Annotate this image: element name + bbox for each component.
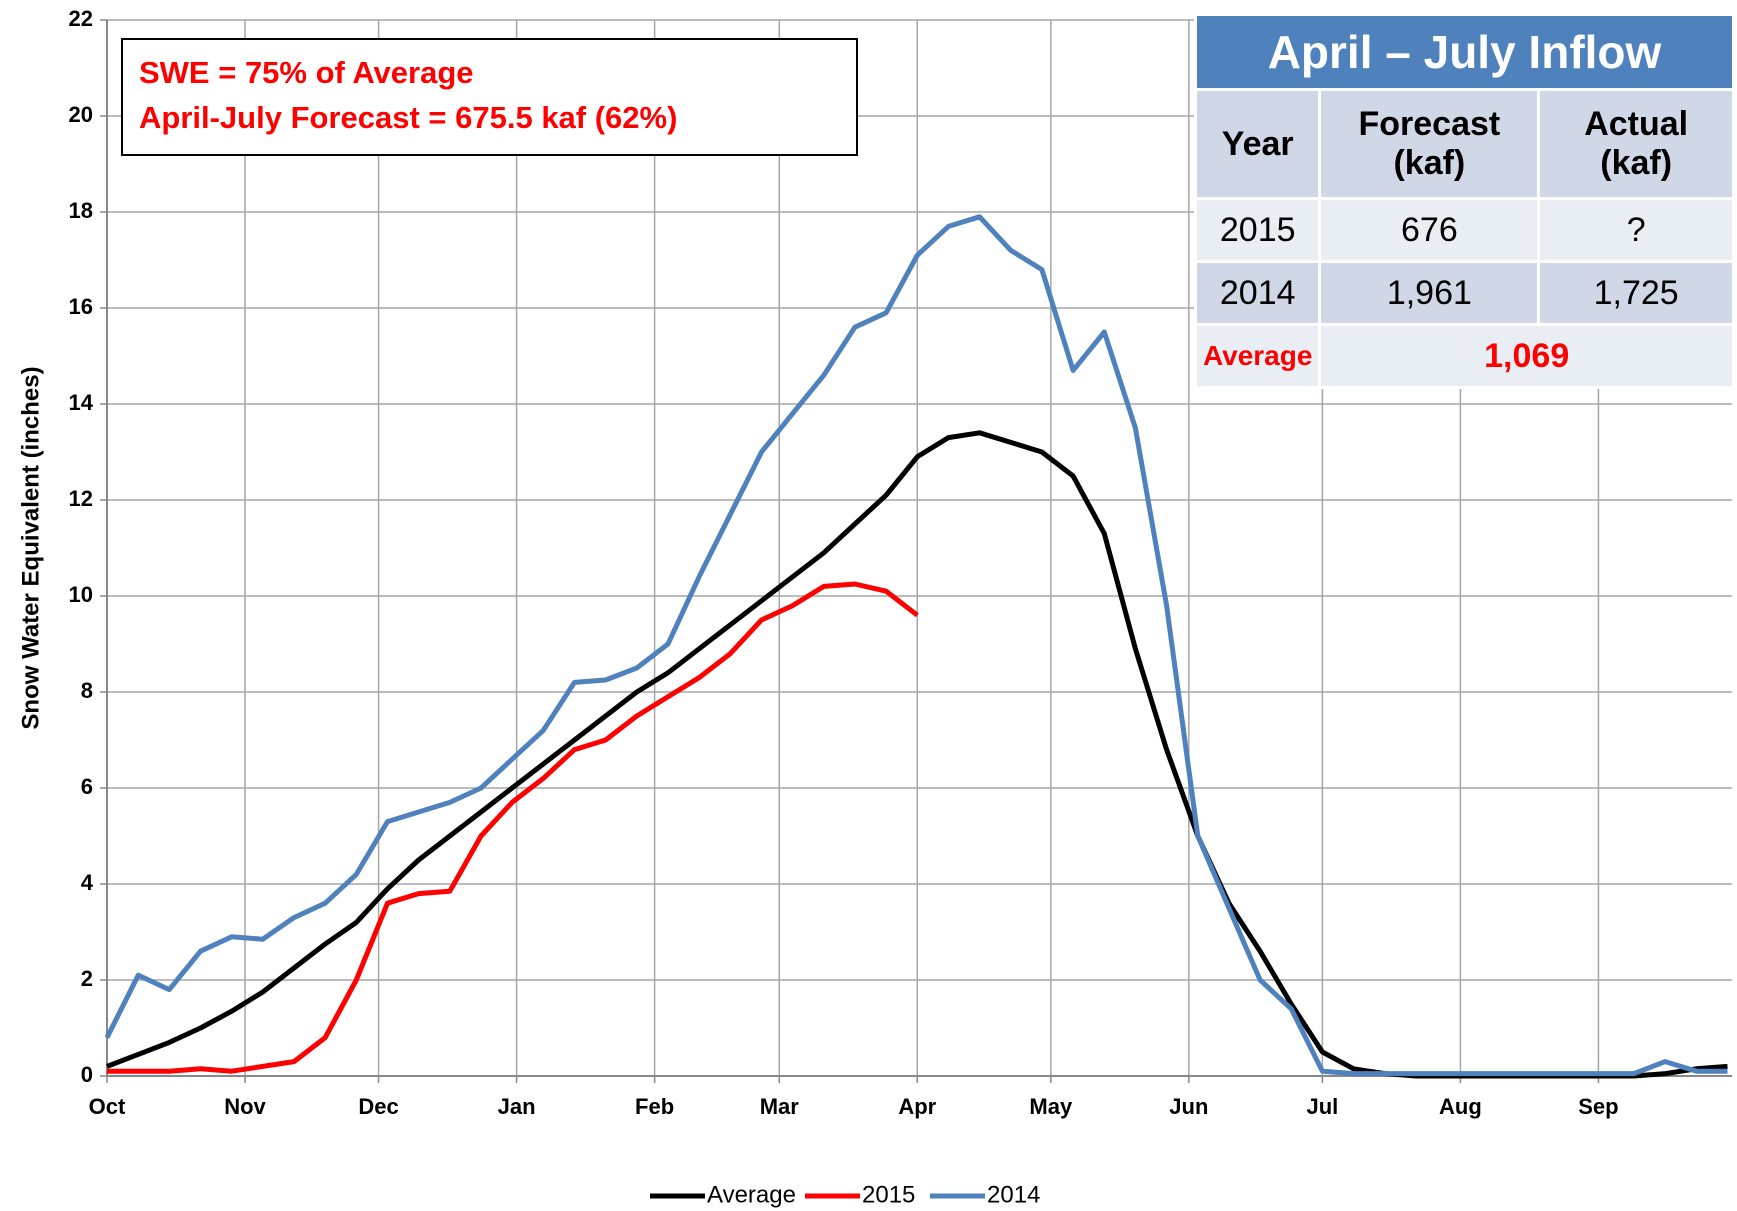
annotation: April-July Forecast = 675.5 kaf (62%) [139,100,678,135]
legend-label: Average [707,1181,796,1208]
legend-label: 2014 [987,1181,1040,1208]
cell: 2015 [1193,197,1322,263]
x-tick-label: Jul [1307,1094,1339,1119]
y-tick-label: 22 [69,6,93,31]
x-tick-label: May [1029,1094,1073,1119]
cell: 2014 [1193,260,1322,326]
x-tick-label: Apr [898,1094,936,1119]
cell: 676 [1318,197,1541,263]
y-tick-label: 14 [69,390,94,415]
table-title: April – July Inflow [1194,13,1735,91]
series-line [107,581,919,1074]
cell: 1,961 [1318,260,1541,326]
y-tick-label: 18 [69,198,93,223]
x-tick-label: Jun [1169,1094,1208,1119]
x-tick-label: Feb [635,1094,674,1119]
cell: 1,725 [1537,260,1735,326]
x-tick-label: Dec [358,1094,398,1119]
y-tick-label: 10 [69,582,93,607]
annotation: SWE = 75% of Average [139,55,474,90]
y-tick-label: 16 [69,294,93,319]
y-tick-label: 4 [81,870,94,895]
inflow-table: April – July Inflow Year Forecast (kaf) … [1193,13,1735,389]
legend-label: 2015 [862,1181,915,1208]
header-cell: Year [1193,88,1322,200]
y-tick-label: 6 [81,774,93,799]
x-tick-label: Mar [760,1094,800,1119]
x-tick-label: Oct [89,1094,126,1119]
cell: Average [1193,323,1322,389]
y-tick-label: 2 [81,966,93,991]
y-tick-label: 12 [69,486,93,511]
series-line [104,214,1728,1077]
x-tick-label: Jan [498,1094,536,1119]
x-tick-label: Aug [1439,1094,1482,1119]
y-tick-label: 20 [69,102,93,127]
x-tick-label: Sep [1578,1094,1618,1119]
y-axis-label: Snow Water Equivalent (inches) [17,366,44,729]
cell: 1,069 [1318,323,1735,389]
annotation-box: SWE = 75% of Average April-July Forecast… [121,38,858,156]
y-tick-label: 8 [81,678,93,703]
header-cell: Forecast (kaf) [1318,88,1541,200]
cell: ? [1537,197,1735,263]
y-tick-label: 0 [81,1062,93,1087]
x-tick-label: Nov [224,1094,266,1119]
header-cell: Actual (kaf) [1537,88,1735,200]
